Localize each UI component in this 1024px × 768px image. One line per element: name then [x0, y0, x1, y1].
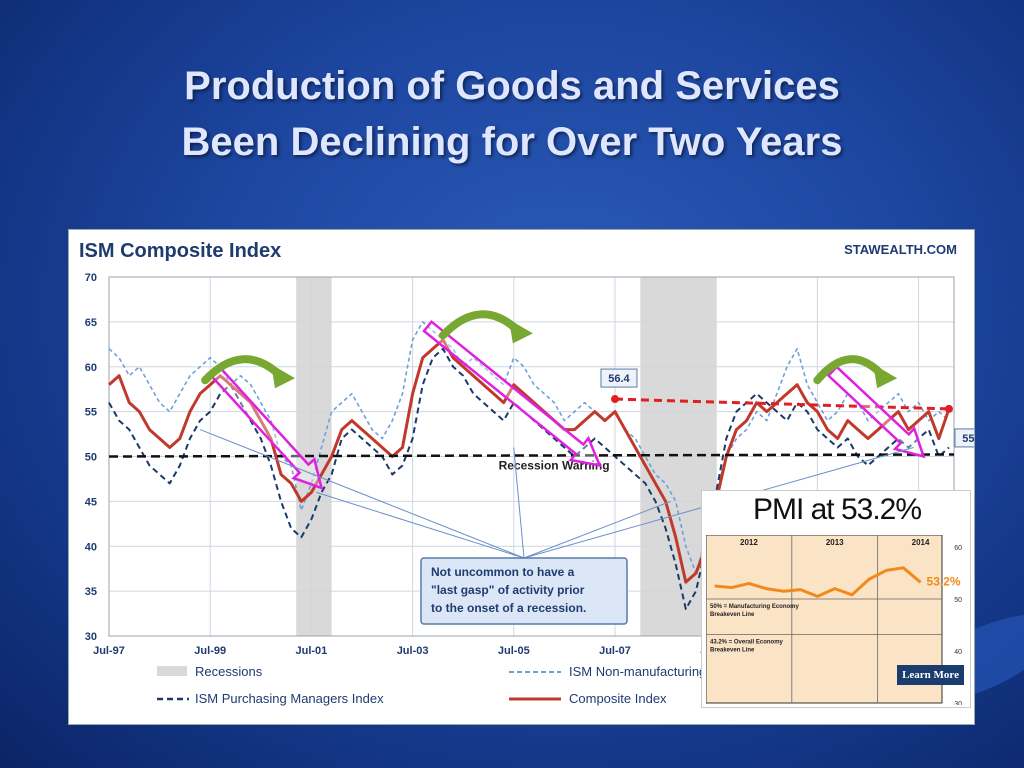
y-tick-label: 65	[85, 317, 97, 329]
y-tick-label: 30	[85, 631, 97, 643]
pmi-x-tick: 2013	[826, 538, 844, 547]
pmi-inset: PMI at 53.2% 2012 2013 2014 60 50 40 30 53.2% 50…	[701, 490, 971, 708]
callout-pointer-3	[523, 500, 671, 559]
momentum-arrow-1-head	[271, 364, 296, 389]
callout-pointer-2	[513, 447, 525, 559]
slide-title: Production of Goods and Services Been De…	[0, 58, 1024, 170]
x-tick-label: Jul-99	[194, 645, 226, 657]
series-line-ism-non-manufacturing	[108, 321, 950, 574]
callout-box	[420, 557, 628, 625]
y-tick-label: 60	[85, 362, 97, 374]
x-tick-label: Jul-07	[599, 645, 631, 657]
chart-title: ISM Composite Index	[79, 240, 281, 262]
current-label: 55.3	[962, 433, 974, 445]
recession-warning-line	[108, 453, 955, 458]
y-tick-label: 70	[85, 272, 97, 284]
peak-label: 56.4	[608, 373, 630, 385]
y-tick-label: 50	[85, 452, 97, 464]
legend-label-recessions: Recessions	[195, 664, 263, 679]
decline-arrow-1	[209, 365, 324, 490]
x-tick-label: Jul-03	[397, 645, 429, 657]
pmi-note-manufacturing: 50% = Manufacturing Economy Breakeven Lin…	[710, 604, 800, 618]
callout-pointer-1	[316, 491, 525, 559]
momentum-arrow-2-head	[508, 319, 533, 344]
pmi-y-tick: 30	[954, 701, 962, 705]
title-line-1: Production of Goods and Services	[184, 64, 840, 108]
decline-arrow-2	[422, 319, 602, 468]
title-line-2: Been Declining for Over Two Years	[181, 120, 843, 164]
y-tick-label: 55	[85, 407, 97, 419]
y-tick-label: 35	[85, 586, 97, 598]
momentum-arrow-2	[438, 310, 523, 340]
x-tick-label: Jul-01	[295, 645, 327, 657]
trend-start-dot	[610, 395, 619, 404]
pmi-y-tick: 50	[954, 597, 962, 604]
y-tick-label: 40	[85, 541, 97, 553]
learn-more-button[interactable]: Learn More	[897, 665, 964, 685]
pmi-title: PMI at 53.2%	[752, 493, 922, 526]
legend-label-composite: Composite Index	[569, 691, 667, 706]
callout-pointer-0	[199, 429, 525, 559]
pmi-value-label: 53.2%	[927, 574, 961, 588]
pmi-y-tick: 40	[954, 649, 962, 656]
legend-label-nonmanufacturing: ISM Non-manufacturing	[569, 664, 706, 679]
pmi-y-tick: 60	[954, 545, 962, 552]
momentum-arrow-3-head	[873, 364, 898, 389]
trend-end-dot	[944, 404, 953, 413]
decline-arrow-3	[826, 365, 926, 459]
peak-label-box	[600, 368, 638, 388]
momentum-arrow-3	[813, 355, 888, 385]
legend-label-pmi: ISM Purchasing Managers Index	[195, 691, 384, 706]
pmi-x-tick: 2012	[740, 538, 758, 547]
trend-line	[614, 397, 949, 411]
chart-source: STAWEALTH.COM	[844, 242, 957, 257]
x-tick-label: Jul-05	[498, 645, 530, 657]
pmi-x-tick: 2014	[912, 538, 930, 547]
legend-swatch-recessions	[157, 666, 187, 676]
pmi-series-line	[714, 566, 922, 598]
pmi-note-overall: 43.2% = Overall Economy Breakeven Line	[710, 639, 784, 653]
y-tick-label: 45	[85, 496, 97, 508]
callout-text: Not uncommon to have a "last gasp" of act…	[431, 565, 586, 615]
x-tick-label: Jul-97	[93, 645, 125, 657]
